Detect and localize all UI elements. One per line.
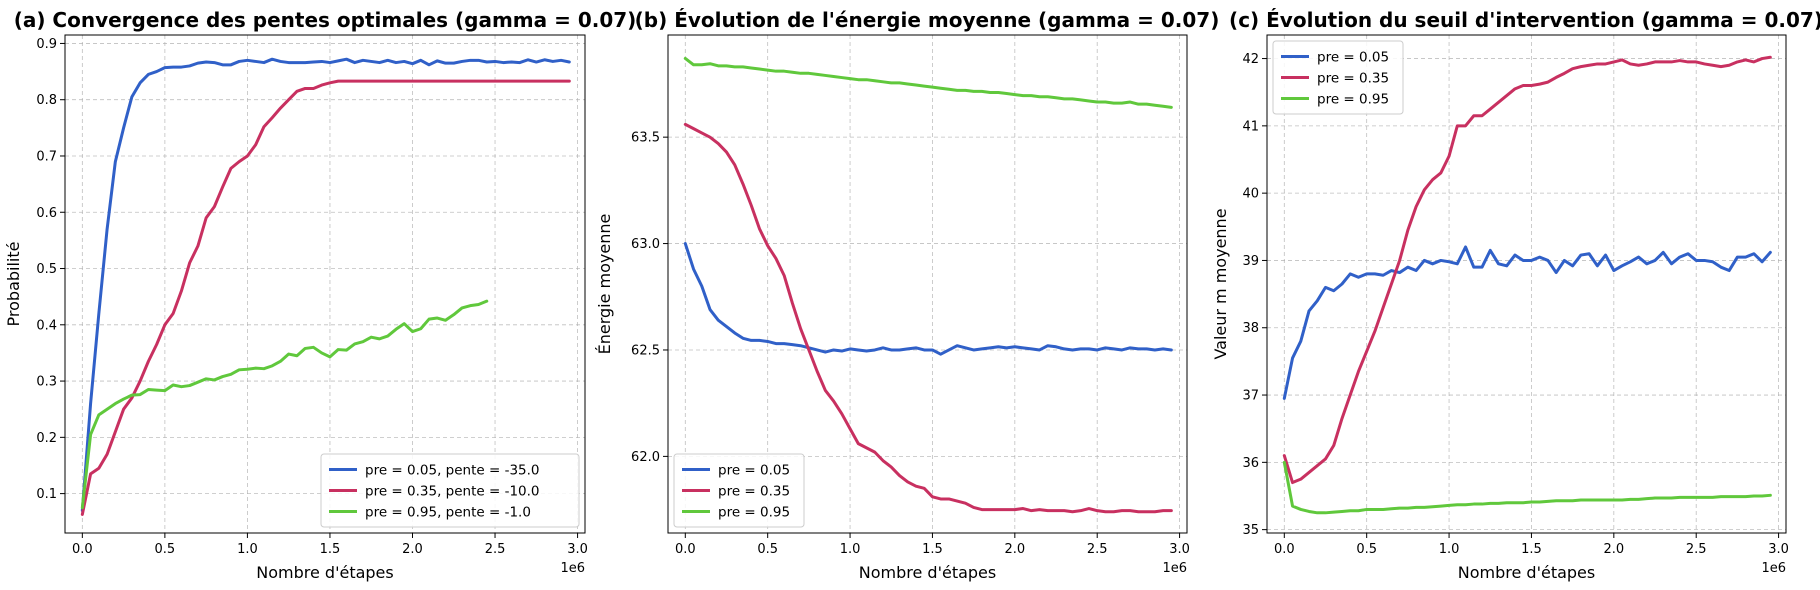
x-tick-label: 1.5 [320,542,341,557]
x-tick-label: 0.5 [155,542,176,557]
y-tick-label: 0.6 [36,206,57,221]
x-tick-label: 1.0 [1439,542,1460,557]
series-line-2 [1282,55,1772,485]
y-tick-label: 35 [1242,523,1259,538]
x-offset-text: 1e6 [1162,561,1187,576]
y-tick-label: 0.5 [36,262,57,277]
legend-box [320,453,580,528]
y-tick-label: 0.8 [36,93,57,108]
series-line-3 [80,299,489,510]
panel-title: (b) Évolution de l'énergie moyenne (gamm… [635,8,1220,32]
x-tick-label: 1.0 [237,542,258,557]
y-tick-label: 41 [1242,119,1259,134]
series-line-3 [683,56,1173,109]
y-tick-label: 40 [1242,187,1259,202]
x-tick-label: 0.0 [1274,542,1295,557]
x-tick-label: 0.5 [757,542,778,557]
y-tick-label: 42 [1242,52,1259,67]
panel-title: (a) Convergence des pentes optimales (ga… [14,8,637,32]
y-axis-label: Probabilité [4,242,23,327]
plot-frame [64,34,586,534]
y-axis-label: Valeur m moyenne [1211,208,1230,359]
series-line-2 [683,122,1173,514]
y-tick-label: 39 [1242,254,1259,269]
series-line-1 [683,242,1173,356]
x-tick-label: 0.5 [1356,542,1377,557]
legend-label: pre = 0.35, pente = -10.0 [365,484,540,500]
x-axis-label: Nombre d'étapes [256,563,393,582]
legend-box [673,453,805,528]
series-line-3 [1282,460,1772,515]
legend-label: pre = 0.35 [1317,71,1389,87]
x-tick-label: 1.5 [1521,542,1542,557]
legend: pre = 0.05, pente = -35.0 pre = 0.35, pen… [320,453,580,528]
legend-label: pre = 0.05, pente = -35.0 [365,463,540,479]
x-tick-label: 2.0 [402,542,423,557]
series-line-1 [1282,245,1772,400]
x-tick-label: 2.5 [1087,542,1108,557]
x-tick-label: 3.0 [567,542,588,557]
y-tick-label: 0.1 [36,487,57,502]
x-tick-label: 2.5 [485,542,506,557]
y-tick-label: 0.9 [36,37,57,52]
legend-box [1272,40,1404,115]
y-tick-label: 38 [1242,321,1259,336]
panel-1: 0.0 0.5 1.0 1.5 2.0 2.5 3.0 0.1 0.2 0.3 0.4 0.5 0.6 0… [4,8,636,582]
x-tick-label: 1.5 [922,542,943,557]
x-tick-label: 1.0 [840,542,861,557]
legend: pre = 0.05 pre = 0.35 pre = 0.95 [673,453,805,528]
plot-frame [667,34,1188,534]
x-offset-text: 1e6 [560,561,585,576]
y-tick-label: 63.0 [631,237,660,252]
x-tick-label: 2.5 [1686,542,1707,557]
y-tick-label: 0.4 [36,318,57,333]
x-tick-label: 2.0 [1004,542,1025,557]
y-tick-label: 36 [1242,456,1259,471]
y-tick-label: 63.5 [631,131,660,146]
legend-label: pre = 0.05 [718,463,790,479]
x-tick-label: 3.0 [1768,542,1789,557]
x-tick-label: 3.0 [1169,542,1190,557]
legend-label: pre = 0.05 [1317,50,1389,66]
panel-2: 0.0 0.5 1.0 1.5 2.0 2.5 3.0 62.0 62.5 63.0 63.5 1e6… [595,8,1219,582]
plot-frame [1266,34,1787,534]
x-tick-label: 0.0 [675,542,696,557]
legend: pre = 0.05 pre = 0.35 pre = 0.95 [1272,40,1404,115]
legend-label: pre = 0.95 [718,505,790,521]
x-offset-text: 1e6 [1761,561,1786,576]
y-tick-label: 0.7 [36,149,57,164]
y-tick-label: 0.3 [36,375,57,390]
x-axis-label: Nombre d'étapes [1458,563,1595,582]
legend-label: pre = 0.95 [1317,92,1389,108]
x-tick-label: 2.0 [1603,542,1624,557]
y-tick-label: 37 [1242,389,1259,404]
x-axis-label: Nombre d'étapes [859,563,996,582]
panel-title: (c) Évolution du seuil d'intervention (g… [1229,8,1820,32]
panel-3: 0.0 0.5 1.0 1.5 2.0 2.5 3.0 35 36 37 38 39 40 41 42 1e6… [1211,8,1820,582]
y-tick-label: 0.2 [36,431,57,446]
series-line-1 [80,57,571,512]
y-axis-label: Énergie moyenne [595,214,614,355]
y-tick-label: 62.0 [631,450,660,465]
x-tick-label: 0.0 [72,542,93,557]
legend-label: pre = 0.95, pente = -1.0 [365,505,531,521]
series-line-2 [80,79,571,516]
y-tick-label: 62.5 [631,343,660,358]
legend-label: pre = 0.35 [718,484,790,500]
